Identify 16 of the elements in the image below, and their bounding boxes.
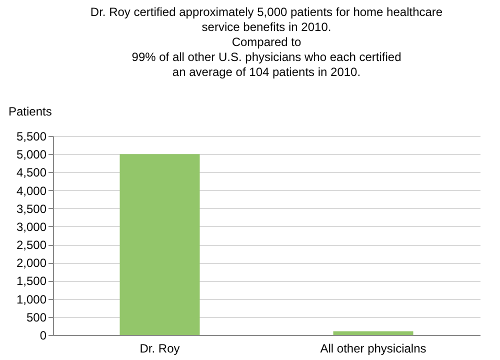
y-tick-label: 5,500 <box>16 130 47 144</box>
chart-title: Dr. Roy certified approximately 5,000 patients for home healthcare service benefits in 2010. Compared to 99% of all other U.S. physicians who each certified an average of 104 patients in 2010. <box>90 5 443 79</box>
x-tick-label: All other physicialns <box>320 342 426 356</box>
y-tick-label: 500 <box>26 310 47 324</box>
y-tick-label: 3,500 <box>16 202 47 216</box>
y-tick-label: 0 <box>40 328 47 342</box>
y-axis-title: Patients <box>8 104 52 118</box>
y-tick-label: 1,500 <box>16 274 47 288</box>
y-tick-label: 4,000 <box>16 184 47 198</box>
y-tick-label: 3,000 <box>16 220 47 234</box>
x-tick-label: Dr. Roy <box>140 342 180 356</box>
y-tick-label: 2,000 <box>16 256 47 270</box>
y-tick-label: 1,000 <box>16 292 47 306</box>
y-tick-label: 2,500 <box>16 238 47 252</box>
y-tick-label: 5,000 <box>16 148 47 162</box>
y-tick-label: 4,500 <box>16 166 47 180</box>
